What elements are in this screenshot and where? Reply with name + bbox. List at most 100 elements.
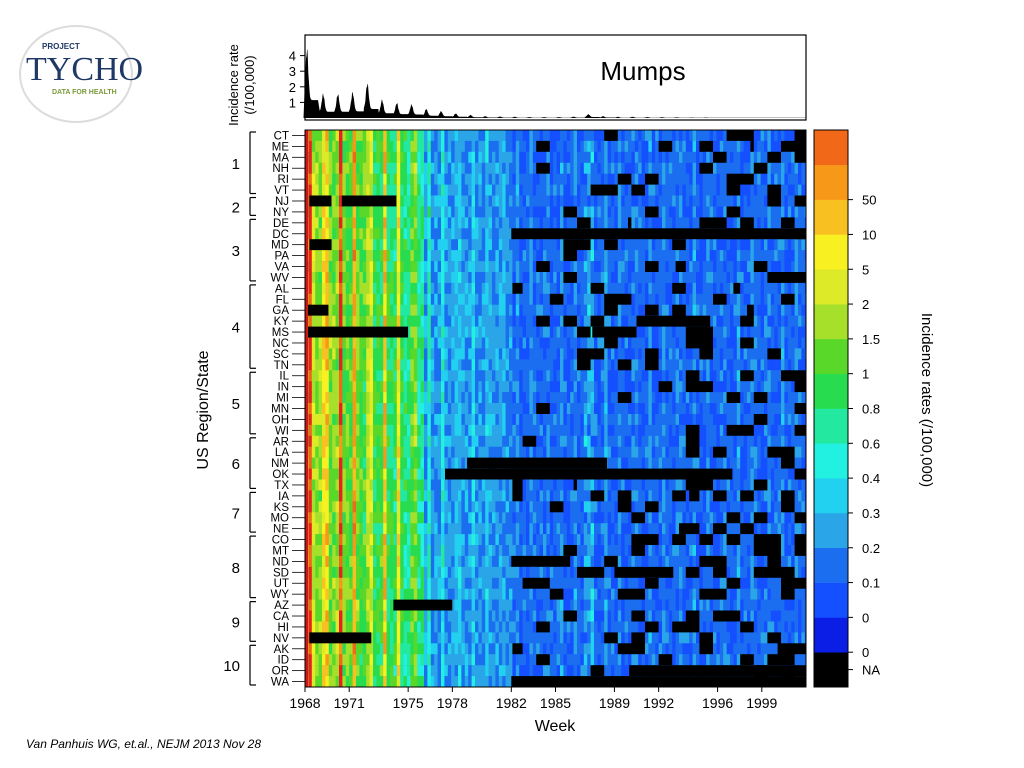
heatmap-cell <box>760 151 765 164</box>
heatmap-cell <box>631 272 636 284</box>
heatmap-cell <box>655 348 659 360</box>
heatmap-cell <box>505 337 510 349</box>
heatmap-cell <box>651 130 656 142</box>
heatmap-cell <box>736 392 741 404</box>
heatmap-cell <box>515 239 520 251</box>
heatmap-cell <box>638 424 642 437</box>
heatmap-cell <box>475 239 479 251</box>
heatmap-cell <box>651 272 656 284</box>
heatmap-cell <box>417 392 421 404</box>
heatmap-cell <box>410 315 415 327</box>
heatmap-cell <box>339 446 343 458</box>
heatmap-cell <box>679 326 683 338</box>
heatmap-cell <box>437 151 442 164</box>
heatmap-cell <box>560 435 564 448</box>
heatmap-cell <box>791 315 795 327</box>
heatmap-cell <box>390 206 394 218</box>
heatmap-cell <box>604 130 608 142</box>
heatmap-cell <box>566 162 571 175</box>
heatmap-cell <box>400 337 404 349</box>
heatmap-cell <box>730 217 734 229</box>
heatmap-cell <box>645 130 649 142</box>
heatmap-cell <box>420 326 425 338</box>
heatmap-cell <box>553 370 557 382</box>
heatmap-cell <box>702 140 707 153</box>
heatmap-cell <box>607 392 612 404</box>
heatmap-cell <box>434 162 438 175</box>
heatmap-cell <box>318 348 323 360</box>
heatmap-cell <box>624 206 629 218</box>
heatmap-cell <box>668 282 673 295</box>
heatmap-cell <box>424 381 428 393</box>
heatmap-cell <box>502 195 506 207</box>
heatmap-cell <box>464 446 469 458</box>
heatmap-cell <box>665 337 670 349</box>
heatmap-cell <box>614 446 619 458</box>
heatmap-cell <box>750 151 755 164</box>
heatmap-cell <box>420 282 425 295</box>
heatmap-cell <box>804 250 806 262</box>
heatmap-cell <box>583 217 588 229</box>
heatmap-cell <box>369 206 374 218</box>
heatmap-cell <box>492 490 496 502</box>
heatmap-cell <box>515 184 520 196</box>
heatmap-cell <box>386 130 391 142</box>
heatmap-cell <box>648 162 653 175</box>
heatmap-cell <box>709 392 714 404</box>
heatmap-cell <box>675 359 680 371</box>
heatmap-cell <box>628 359 632 371</box>
heatmap-cell <box>760 217 765 229</box>
heatmap-cell <box>563 239 568 251</box>
heatmap-cell <box>675 239 680 251</box>
heatmap-cell <box>328 392 333 404</box>
heatmap-cell <box>325 130 330 142</box>
heatmap-cell <box>546 217 551 229</box>
heatmap-cell <box>536 348 540 360</box>
heatmap-cell <box>624 282 629 295</box>
heatmap-cell <box>505 435 510 448</box>
heatmap-cell <box>461 326 466 338</box>
heatmap-cell <box>417 162 421 175</box>
heatmap-cell <box>675 337 680 349</box>
heatmap-cell <box>352 403 357 415</box>
heatmap-cell <box>495 315 500 327</box>
heatmap-cell <box>736 424 741 437</box>
heatmap-cell <box>736 446 741 458</box>
heatmap-cell <box>393 468 398 480</box>
heatmap-cell <box>760 392 765 404</box>
heatmap-cell <box>369 490 374 502</box>
heatmap-cell <box>386 228 391 240</box>
heatmap-cell <box>413 381 418 393</box>
heatmap-cell <box>458 130 462 142</box>
heatmap-cell <box>570 261 574 273</box>
heatmap-cell <box>478 326 483 338</box>
heatmap-cell <box>410 326 415 338</box>
heatmap-cell <box>410 403 415 415</box>
heatmap-cell <box>407 206 411 218</box>
heatmap-cell <box>454 392 459 404</box>
heatmap-cell <box>492 337 496 349</box>
heatmap-cell <box>383 140 387 153</box>
heatmap-cell <box>345 239 350 251</box>
heatmap-cell <box>536 151 540 164</box>
heatmap-cell <box>587 392 591 404</box>
heatmap-cell <box>798 381 802 393</box>
heatmap-cell <box>536 140 540 153</box>
heatmap-cell <box>787 370 792 382</box>
heatmap-cell <box>325 217 330 229</box>
heatmap-cell <box>366 261 370 273</box>
heatmap-cell <box>662 239 666 251</box>
heatmap-cell <box>356 184 360 196</box>
heatmap-cell <box>723 206 727 218</box>
heatmap-cell <box>339 490 343 502</box>
heatmap-cell <box>519 337 523 349</box>
heatmap-cell <box>804 370 806 382</box>
heatmap-cell <box>485 261 489 273</box>
heatmap-cell <box>335 370 340 382</box>
heatmap-cell <box>641 130 646 142</box>
heatmap-cell <box>352 239 357 251</box>
heatmap-cell <box>349 457 353 469</box>
heatmap-cell <box>719 250 724 262</box>
heatmap-cell <box>594 173 598 185</box>
heatmap-cell <box>468 326 472 338</box>
